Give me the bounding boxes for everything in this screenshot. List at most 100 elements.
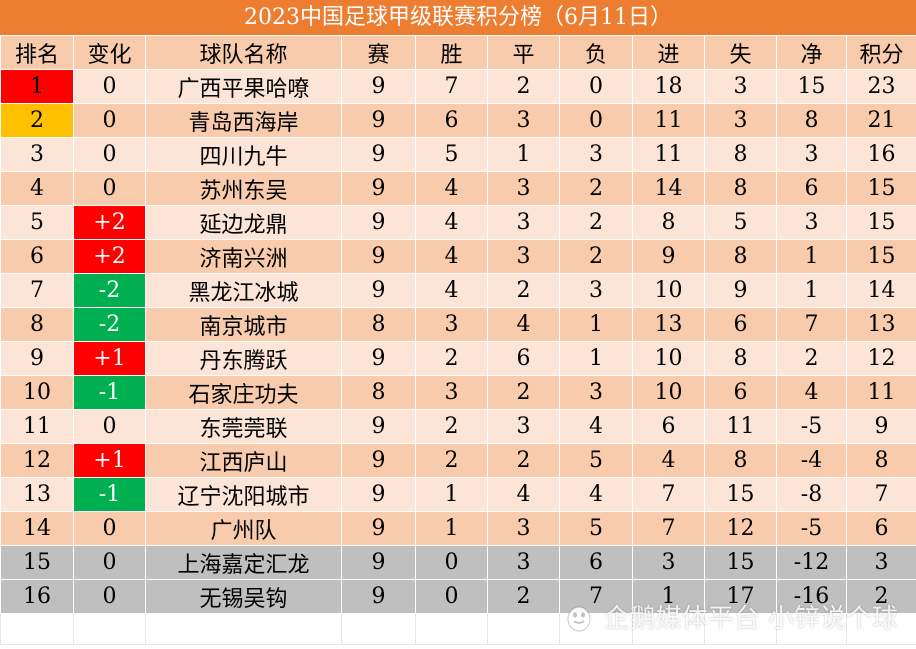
goals-against-cell: 8 (704, 239, 777, 274)
change-cell: 0 (73, 545, 146, 580)
drawn-cell: 3 (487, 545, 560, 580)
drawn-cell: 4 (487, 477, 560, 512)
won-cell: 5 (415, 137, 488, 172)
drawn-cell: 2 (487, 443, 560, 478)
goals-against-cell: 8 (704, 171, 777, 206)
goal-diff-cell: 7 (776, 307, 847, 342)
rank-cell: 8 (0, 307, 74, 342)
rank-cell: 16 (0, 579, 74, 614)
team-name-cell: 石家庄功夫 (145, 375, 342, 410)
table-row: 11 0 东莞莞联 9 2 3 4 6 11 -5 9 (0, 409, 916, 444)
goals-against-cell: 8 (704, 137, 777, 172)
goals-against-cell: 5 (704, 205, 777, 240)
played-cell: 9 (341, 477, 416, 512)
lost-cell: 1 (559, 307, 633, 342)
played-cell: 9 (341, 443, 416, 478)
table-row: 9 +1 丹东腾跃 9 2 6 1 10 8 2 12 (0, 341, 916, 376)
drawn-cell: 3 (487, 103, 560, 138)
played-cell: 9 (341, 511, 416, 546)
won-cell: 2 (415, 409, 488, 444)
rank-cell: 2 (0, 103, 74, 138)
header-row: 排名 变化 球队名称 赛 胜 平 负 进 失 净 积分 (0, 35, 916, 70)
team-name-cell: 丹东腾跃 (145, 341, 342, 376)
rank-cell: 13 (0, 477, 74, 512)
points-cell: 7 (846, 477, 916, 512)
team-name-cell: 江西庐山 (145, 443, 342, 478)
team-name-cell: 东莞莞联 (145, 409, 342, 444)
goals-against-cell: 6 (704, 375, 777, 410)
won-cell: 0 (415, 579, 488, 614)
goals-for-cell: 3 (632, 545, 705, 580)
goals-against-cell: 3 (704, 69, 777, 104)
played-cell: 9 (341, 171, 416, 206)
change-cell: 0 (73, 409, 146, 444)
team-name-cell: 上海嘉定汇龙 (145, 545, 342, 580)
goals-against-cell: 15 (704, 545, 777, 580)
goals-for-cell: 18 (632, 69, 705, 104)
goals-for-cell: 4 (632, 443, 705, 478)
rank-cell: 9 (0, 341, 74, 376)
team-name-cell: 无锡吴钩 (145, 579, 342, 614)
drawn-cell: 2 (487, 579, 560, 614)
table-row: 14 0 广州队 9 1 3 5 7 12 -5 6 (0, 511, 916, 546)
won-cell: 6 (415, 103, 488, 138)
rank-cell: 15 (0, 545, 74, 580)
played-cell: 8 (341, 375, 416, 410)
goal-diff-cell: 1 (776, 239, 847, 274)
points-cell: 15 (846, 239, 916, 274)
team-name-cell: 青岛西海岸 (145, 103, 342, 138)
header-rank: 排名 (0, 35, 74, 70)
lost-cell: 0 (559, 103, 633, 138)
table-row: 1 0 广西平果哈嘹 9 7 2 0 18 3 15 23 (0, 69, 916, 104)
played-cell: 9 (341, 69, 416, 104)
header-won: 胜 (415, 35, 488, 70)
goals-for-cell: 9 (632, 239, 705, 274)
points-cell: 8 (846, 443, 916, 478)
team-name-cell: 南京城市 (145, 307, 342, 342)
rank-cell: 7 (0, 273, 74, 308)
goal-diff-cell: -16 (776, 579, 847, 614)
rank-cell: 6 (0, 239, 74, 274)
table-row: 8 -2 南京城市 8 3 4 1 13 6 7 13 (0, 307, 916, 342)
header-change: 变化 (73, 35, 146, 70)
won-cell: 2 (415, 443, 488, 478)
lost-cell: 4 (559, 409, 633, 444)
lost-cell: 1 (559, 341, 633, 376)
header-goals-for: 进 (632, 35, 705, 70)
goal-diff-cell: -12 (776, 545, 847, 580)
team-name-cell: 黑龙江冰城 (145, 273, 342, 308)
played-cell: 9 (341, 103, 416, 138)
played-cell: 9 (341, 137, 416, 172)
drawn-cell: 6 (487, 341, 560, 376)
won-cell: 0 (415, 545, 488, 580)
played-cell: 9 (341, 205, 416, 240)
watermark-text: 企鹅媒体平台 小锌说个球 (603, 604, 898, 634)
goals-for-cell: 7 (632, 511, 705, 546)
header-lost: 负 (559, 35, 633, 70)
goals-for-cell: 11 (632, 137, 705, 172)
goals-for-cell: 10 (632, 273, 705, 308)
drawn-cell: 3 (487, 511, 560, 546)
empty-cell (704, 613, 777, 645)
points-cell: 14 (846, 273, 916, 308)
drawn-cell: 3 (487, 205, 560, 240)
lost-cell: 6 (559, 545, 633, 580)
goals-against-cell: 6 (704, 307, 777, 342)
penguin-logo-icon (567, 606, 591, 631)
rank-cell: 5 (0, 205, 74, 240)
drawn-cell: 2 (487, 375, 560, 410)
header-drawn: 平 (487, 35, 560, 70)
table-row: 12 +1 江西庐山 9 2 2 5 4 8 -4 8 (0, 443, 916, 478)
drawn-cell: 3 (487, 239, 560, 274)
table-row: 2 0 青岛西海岸 9 6 3 0 11 3 8 21 (0, 103, 916, 138)
won-cell: 1 (415, 477, 488, 512)
played-cell: 9 (341, 273, 416, 308)
goals-against-cell: 8 (704, 443, 777, 478)
team-name-cell: 广西平果哈嘹 (145, 69, 342, 104)
lost-cell: 4 (559, 477, 633, 512)
table-row: 13 -1 辽宁沈阳城市 9 1 4 4 7 15 -8 7 (0, 477, 916, 512)
won-cell: 4 (415, 239, 488, 274)
drawn-cell: 3 (487, 409, 560, 444)
played-cell: 9 (341, 239, 416, 274)
played-cell: 9 (341, 545, 416, 580)
